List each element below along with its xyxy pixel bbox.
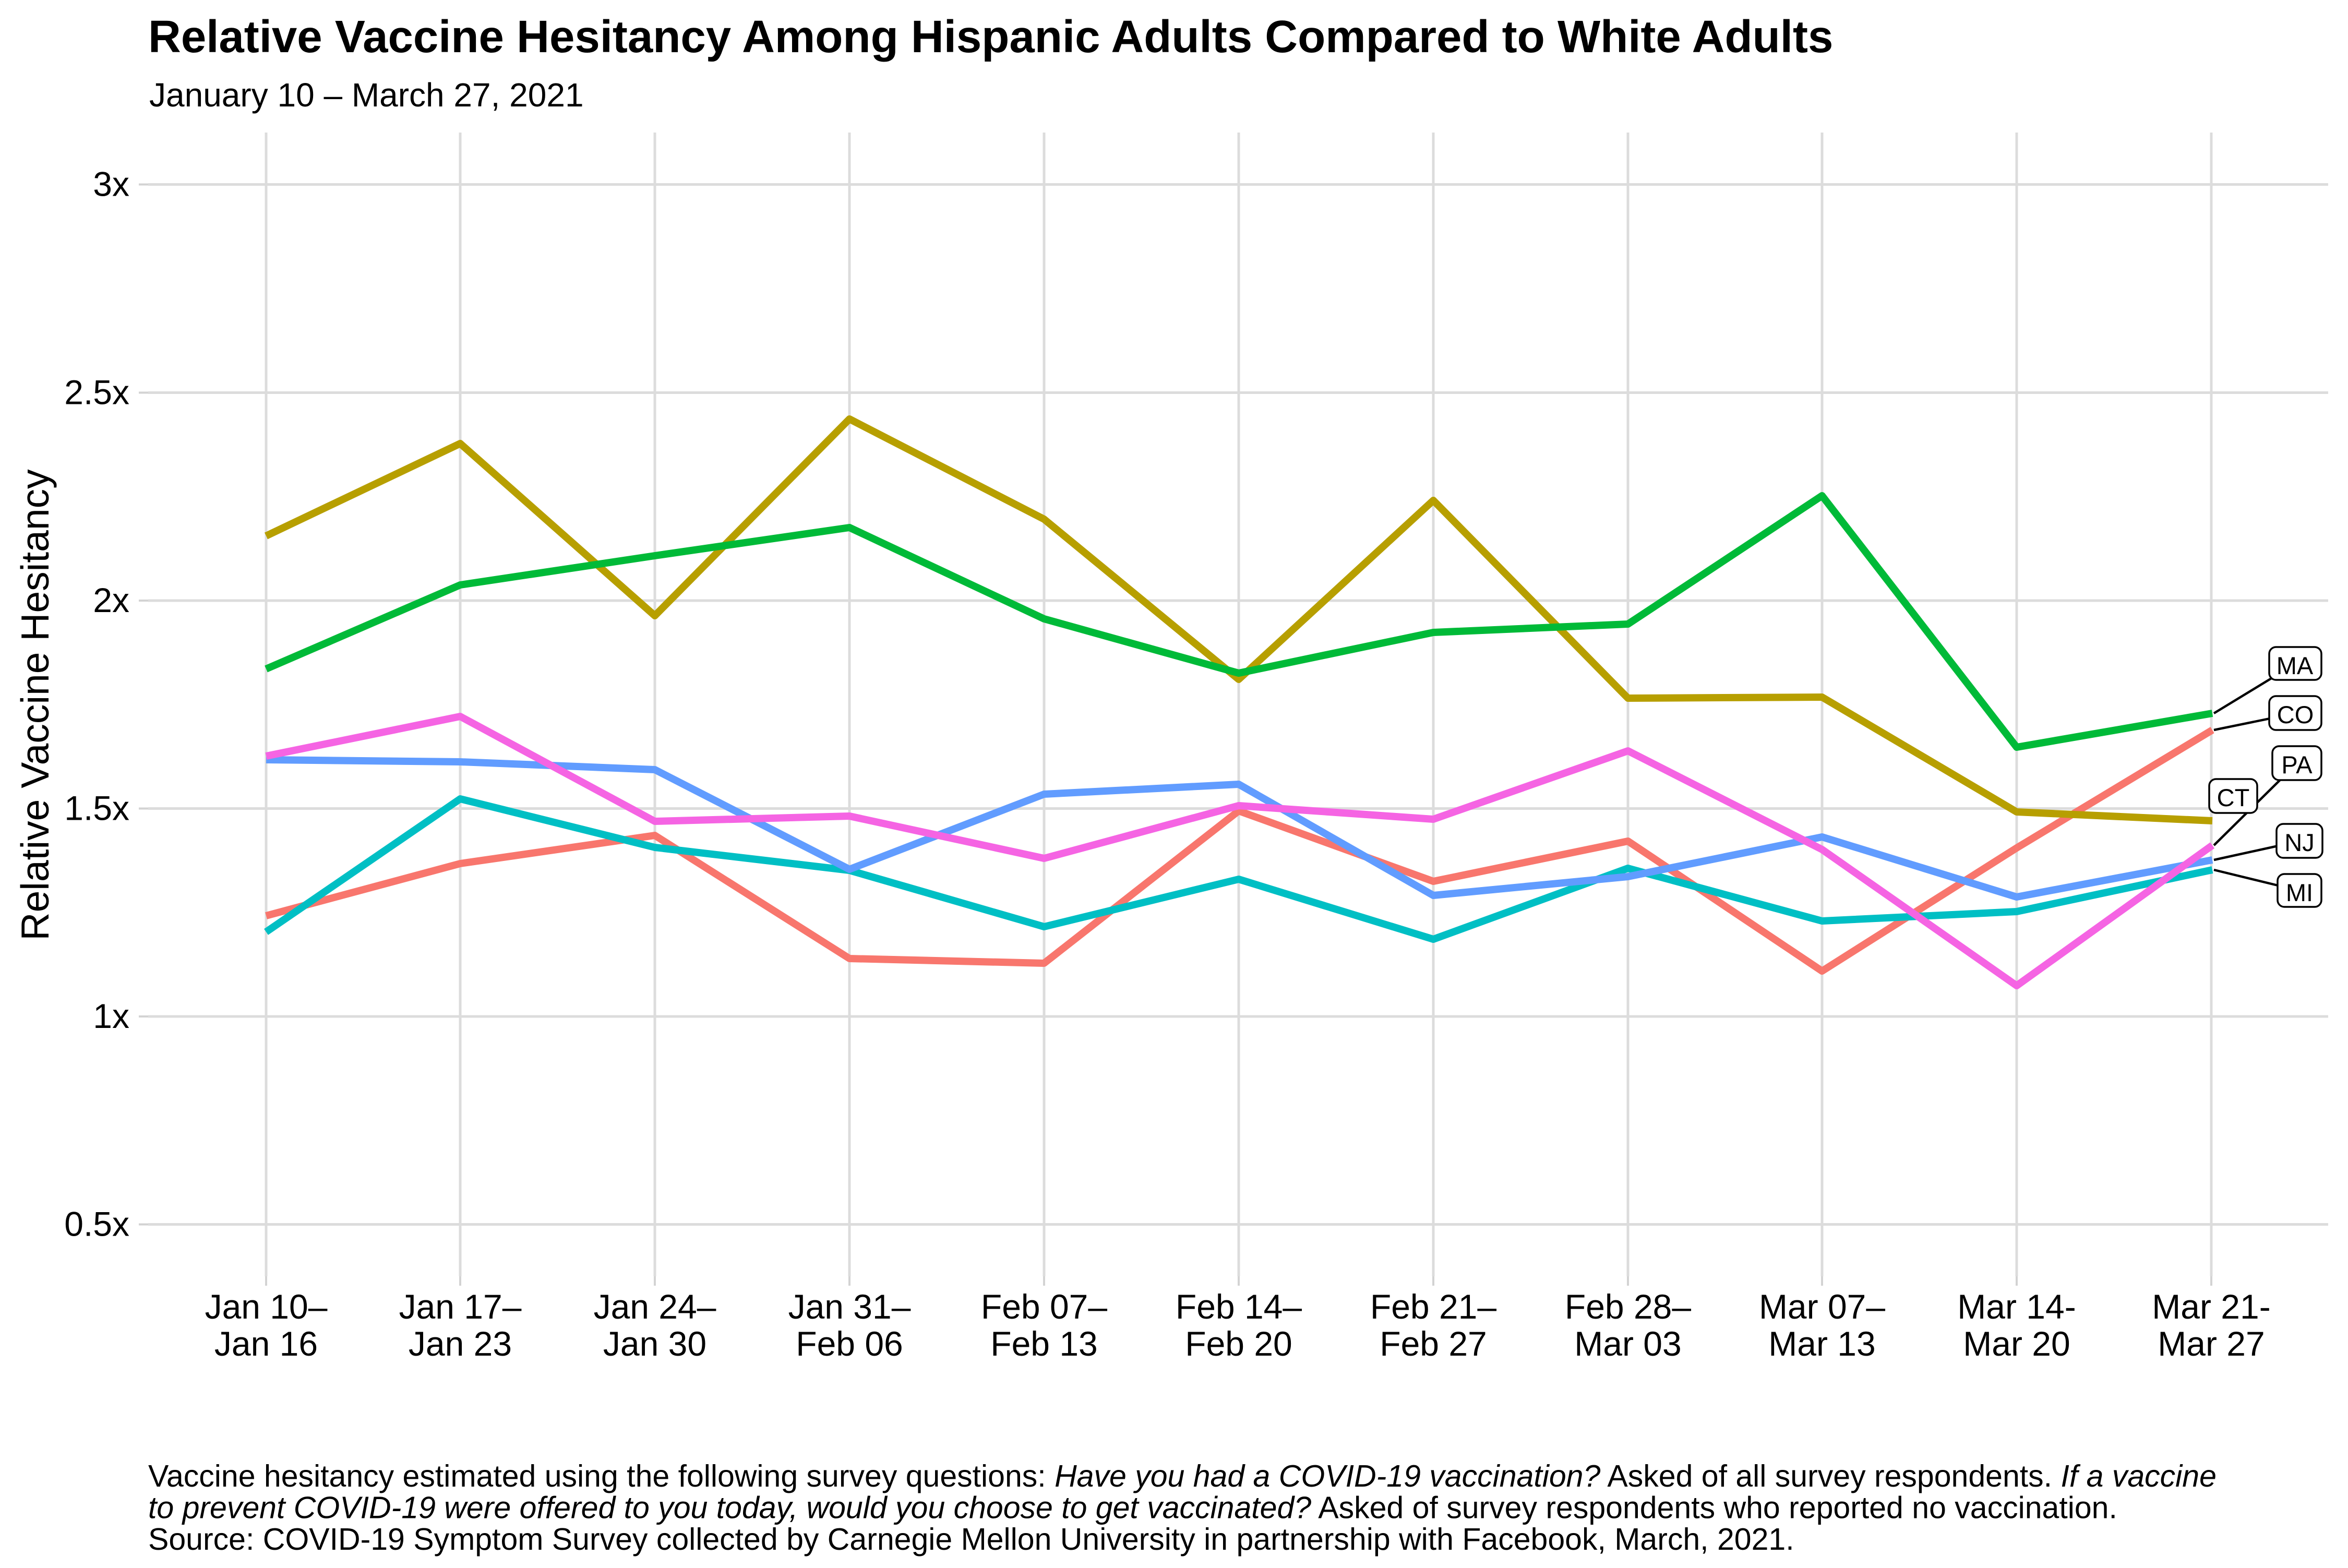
svg-text:Feb 13: Feb 13 bbox=[990, 1324, 1097, 1363]
svg-text:0.5x: 0.5x bbox=[64, 1205, 129, 1243]
svg-text:1x: 1x bbox=[93, 997, 129, 1035]
svg-text:to prevent COVID-19 were offer: to prevent COVID-19 were offered to you … bbox=[148, 1491, 2117, 1525]
svg-text:Vaccine hesitancy estimated us: Vaccine hesitancy estimated using the fo… bbox=[148, 1459, 2217, 1493]
svg-text:Jan 10–: Jan 10– bbox=[205, 1287, 328, 1326]
svg-text:Relative Vaccine Hesitancy: Relative Vaccine Hesitancy bbox=[13, 469, 57, 941]
svg-text:Source: COVID-19 Symptom Surve: Source: COVID-19 Symptom Survey collecte… bbox=[148, 1522, 1794, 1557]
svg-text:Feb 20: Feb 20 bbox=[1185, 1324, 1292, 1363]
svg-text:Mar 27: Mar 27 bbox=[2158, 1324, 2265, 1363]
svg-text:Jan 31–: Jan 31– bbox=[788, 1287, 911, 1326]
svg-text:Mar 21-: Mar 21- bbox=[2152, 1287, 2270, 1326]
svg-text:2.5x: 2.5x bbox=[64, 373, 129, 412]
svg-text:Jan 16: Jan 16 bbox=[214, 1324, 318, 1363]
svg-text:Feb 28–: Feb 28– bbox=[1565, 1287, 1691, 1326]
svg-text:Mar 07–: Mar 07– bbox=[1759, 1287, 1885, 1326]
svg-text:Feb 14–: Feb 14– bbox=[1176, 1287, 1302, 1326]
svg-text:Feb 27: Feb 27 bbox=[1380, 1324, 1487, 1363]
svg-text:CO: CO bbox=[2277, 701, 2314, 728]
svg-text:NJ: NJ bbox=[2284, 829, 2314, 856]
svg-text:PA: PA bbox=[2281, 751, 2313, 779]
svg-text:2x: 2x bbox=[93, 581, 129, 619]
svg-text:Mar 20: Mar 20 bbox=[1963, 1324, 2070, 1363]
svg-text:MA: MA bbox=[2277, 652, 2314, 679]
svg-text:1.5x: 1.5x bbox=[64, 789, 129, 828]
svg-text:Mar 13: Mar 13 bbox=[1768, 1324, 1875, 1363]
svg-text:Mar 03: Mar 03 bbox=[1574, 1324, 1681, 1363]
svg-text:Feb 21–: Feb 21– bbox=[1370, 1287, 1496, 1326]
svg-text:Relative Vaccine Hesitancy Amo: Relative Vaccine Hesitancy Among Hispani… bbox=[148, 11, 1833, 62]
svg-text:January 10 – March 27, 2021: January 10 – March 27, 2021 bbox=[149, 76, 584, 114]
svg-text:Jan 23: Jan 23 bbox=[409, 1324, 512, 1363]
svg-text:3x: 3x bbox=[93, 165, 129, 204]
svg-text:CT: CT bbox=[2217, 784, 2250, 811]
svg-text:MI: MI bbox=[2286, 879, 2313, 906]
svg-text:Jan 17–: Jan 17– bbox=[399, 1287, 522, 1326]
svg-text:Feb 07–: Feb 07– bbox=[981, 1287, 1107, 1326]
svg-text:Jan 24–: Jan 24– bbox=[594, 1287, 716, 1326]
svg-text:Feb 06: Feb 06 bbox=[796, 1324, 903, 1363]
svg-text:Mar 14-: Mar 14- bbox=[1957, 1287, 2076, 1326]
svg-text:Jan 30: Jan 30 bbox=[603, 1324, 706, 1363]
